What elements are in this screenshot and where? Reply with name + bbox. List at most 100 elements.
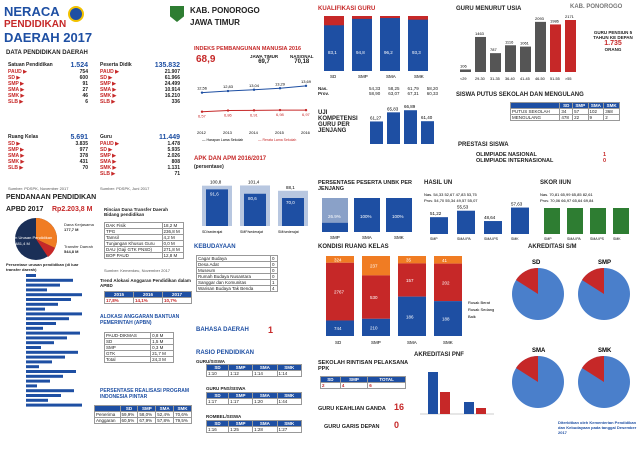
usia-value: 1116 <box>505 39 514 44</box>
rusak-berat-bar <box>398 256 426 264</box>
year-tick: 2015 <box>275 130 285 135</box>
kual-category: SMA <box>386 74 396 79</box>
title-line-1: NERACA <box>4 4 60 19</box>
iiun-bar <box>567 208 583 234</box>
dana-kr-label: Dana Kerjasama 177,7 M <box>64 222 94 232</box>
iiun-bar <box>590 208 606 234</box>
usia-bar <box>460 69 471 72</box>
persen-bar <box>26 288 47 292</box>
akreditasi-label: SD <box>532 260 541 266</box>
persen-bar <box>26 389 74 393</box>
hls-point <box>304 84 308 88</box>
keahlian-value: 16 <box>394 402 405 412</box>
usia-group: 31-35 <box>490 77 500 81</box>
guru-item: SLB ▶ 71 <box>100 171 180 177</box>
pnf-bar <box>440 392 450 414</box>
kualifikasi-title: KUALIFIKASI GURU <box>318 6 376 12</box>
persen-bar <box>26 317 69 321</box>
un-nas-label: Nas. 54,33 52,67 47,83 53,75 <box>424 192 477 197</box>
usia-bar <box>565 20 576 72</box>
realisasi-table: SD SMP SMA SMK Penerima 59,9% 58,0% 52,4% 70,6% A… <box>94 405 192 424</box>
baik-value: 744 <box>334 326 342 331</box>
footer-note: Diterbitkan oleh Kementerian Pendidikan … <box>558 420 637 435</box>
rusak-ringan-value: 157 <box>406 278 414 283</box>
unbk-title: PERSENTASE PESERTA UNBK PER JENJANG <box>318 180 413 192</box>
usia-group: 29-30 <box>475 77 485 81</box>
peserta-item: SMA ▶ 10.914 <box>100 87 180 93</box>
pie-slice-dana-kr <box>36 239 55 257</box>
persen-bar <box>26 384 37 388</box>
persen-bar <box>26 355 65 359</box>
un-value: 57,63 <box>511 202 523 207</box>
apk-value: 100,8 <box>210 180 222 185</box>
guru-block: Guru 11.449 PAUD ▶ 1.478 SD ▶ 5.935 SMP ▶ 2.02… <box>100 134 180 177</box>
ppk-table: SD SMP TOTAL 2 4 6 <box>320 376 406 389</box>
usia-bar <box>535 21 546 72</box>
ppk-value: 2 <box>320 382 341 389</box>
usia-group: >55 <box>565 77 571 81</box>
uk-table: Nas. 54,33 58,25 61,79 58,20 Prov. 58,90 63,07… <box>318 86 438 96</box>
region-watermark: KAB. PONOROGO <box>570 4 623 10</box>
ruang-item: SD ▶ 3.835 <box>8 141 88 147</box>
usia-title: GURU MENURUT USIA <box>456 6 522 12</box>
persen-bar <box>26 302 58 306</box>
unbk-chart: 26.9% SMP 100% SMA 100% SMK <box>322 198 412 240</box>
usia-group: <29 <box>460 77 466 81</box>
source-note: Sumber: Kemenkeu, November 2017 <box>104 268 171 273</box>
kebudayaan-row: Warisan Budaya Tak Benda 4 <box>196 285 279 292</box>
pensiun-box: GURU PENSIUN 5 TAHUN KE DEPAN 1.735 ORAN… <box>593 30 633 52</box>
s1-bar <box>324 25 344 72</box>
s1-value: 93,3 <box>412 50 421 55</box>
uk-value: 61,40 <box>421 115 433 120</box>
apm-bar <box>244 193 266 226</box>
un-title: HASIL UN <box>424 180 453 186</box>
apbd-value: Rp2.203,8 M <box>52 206 93 213</box>
usia-value: 106 <box>460 63 467 68</box>
putus-title: SISWA PUTUS SEKOLAH DAN MENGULANG <box>456 92 584 98</box>
rls-label: 6,97 <box>302 112 311 117</box>
persen-bar <box>26 370 76 373</box>
rls-point <box>304 108 308 112</box>
un-bar <box>457 210 475 234</box>
unbk-category: SMK <box>394 235 404 240</box>
satuan-pendidikan-block: Satuan Pendidikan 1.524 PAUD ▶ 754 SD ▶ 600 S… <box>8 62 88 105</box>
rusak-berat-bar <box>434 256 462 264</box>
region-name: KAB. PONOROGO <box>190 6 260 15</box>
tren-value: 14,1% <box>133 297 163 304</box>
alokasi-row: Total 24,3 M <box>103 356 174 363</box>
alokasi-title: ALOKASI ANGGARAN BANTUAN PEMERINTAH (APB… <box>100 314 180 326</box>
rincian-row: BOP PAUD 12,8 M <box>104 252 185 259</box>
apk-category: SM/sederajat <box>278 230 299 234</box>
hls-label: 13,69 <box>301 79 312 84</box>
pnf-bar <box>464 402 474 414</box>
ponorogo-logo-icon <box>170 6 184 22</box>
rls-label: 6,57 <box>198 114 207 119</box>
main-title: NERACA PENDIDIKAN DAERAH 2017 <box>4 4 92 45</box>
rls-label: 6,91 <box>250 112 259 117</box>
guru-label: Guru <box>100 134 112 140</box>
s1-value: 96,2 <box>384 50 393 55</box>
iiun-category: SMP <box>544 237 552 240</box>
rusak-berat-value: 324 <box>334 257 342 262</box>
mengulang-value: 478 <box>559 114 574 121</box>
usia-group: 41-45 <box>520 77 530 81</box>
uk-title: UJI KOMPETENSI GURU PER JENJANG <box>318 110 358 134</box>
rasio-value: 1:28 <box>252 426 278 433</box>
peserta-didik-block: Peserta Didik 135.832 PAUD ▶ 21.907 SD ▶ 61.… <box>100 62 180 105</box>
kebudayaan-table: Cagar Budaya 0 Desa Adat 0 Museum 0 Rumah Buda… <box>196 255 279 292</box>
ruang-item: SMP ▶ 977 <box>8 147 88 153</box>
realisasi-row: Anggaran 60,5% 67,9% 57,8% 79,5% <box>94 417 192 424</box>
rls-point <box>252 109 256 112</box>
uk-ref-value: 54,33 <box>368 86 381 91</box>
usia-value: 1463 <box>475 31 485 36</box>
iiun-nas-label: Nas. 70,81 65,99 65,85 82,61 <box>540 192 593 197</box>
prestasi-list: OLIMPIADE NASIONAL 1 OLIMPIADE INTERNASION… <box>476 152 606 164</box>
apm-bar <box>206 189 228 226</box>
rincian-row: DAU (Gaji GTK PNSD) 271,8 M <box>104 246 185 253</box>
bahasa-title: BAHASA DAERAH <box>196 327 249 333</box>
persen-urusan-chart <box>26 274 82 407</box>
satuan-label: Satuan Pendidikan <box>8 62 53 68</box>
uk-ref-value: 63,07 <box>388 91 400 96</box>
akreditasi-title: AKREDITASI S/M <box>528 244 577 250</box>
